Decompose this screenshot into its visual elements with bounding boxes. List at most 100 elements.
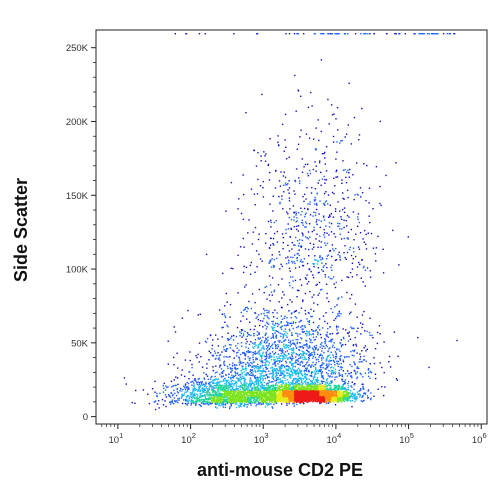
data-point — [304, 313, 307, 315]
data-point — [300, 388, 302, 390]
data-point — [311, 364, 313, 366]
data-point — [361, 314, 364, 316]
data-point — [281, 367, 283, 369]
data-point — [307, 389, 310, 391]
data-point — [294, 262, 296, 265]
data-point — [324, 276, 327, 278]
data-point — [245, 342, 247, 345]
data-point — [329, 347, 331, 349]
data-point — [295, 214, 297, 216]
data-point — [254, 369, 256, 372]
data-point — [169, 401, 171, 403]
data-point — [240, 382, 242, 384]
data-point — [418, 33, 420, 35]
data-point — [266, 311, 268, 314]
data-point — [261, 360, 264, 362]
data-point — [276, 398, 278, 400]
data-point — [270, 389, 272, 391]
data-point — [221, 336, 223, 338]
data-point — [243, 382, 245, 384]
data-point — [283, 171, 285, 173]
data-point — [337, 253, 339, 256]
data-point — [291, 373, 293, 375]
data-point — [184, 383, 187, 385]
data-point — [326, 355, 329, 357]
data-point — [320, 241, 323, 243]
data-point — [326, 255, 328, 257]
data-point — [324, 157, 326, 159]
data-point — [345, 395, 347, 397]
data-point — [223, 313, 225, 315]
data-point — [156, 403, 159, 405]
data-point — [222, 372, 224, 374]
data-point — [249, 377, 252, 379]
data-point — [313, 376, 315, 378]
data-point — [253, 387, 255, 390]
data-point — [297, 230, 299, 232]
data-point — [304, 357, 306, 359]
data-point — [315, 170, 317, 172]
data-point — [272, 377, 275, 379]
data-point — [229, 384, 231, 386]
data-point — [258, 390, 260, 392]
data-point — [329, 360, 332, 362]
data-point — [331, 255, 333, 258]
data-point — [230, 385, 232, 387]
data-point — [303, 402, 305, 405]
data-point — [249, 374, 251, 376]
data-point — [284, 379, 286, 382]
data-point — [360, 33, 362, 35]
data-point — [297, 377, 299, 380]
data-point — [249, 328, 252, 331]
data-point — [166, 386, 168, 389]
data-point — [284, 182, 287, 184]
data-point — [332, 370, 334, 372]
data-point — [293, 362, 295, 365]
data-point — [154, 391, 156, 393]
data-point — [205, 381, 207, 384]
data-point — [283, 191, 285, 193]
data-point — [254, 345, 256, 348]
data-point — [298, 182, 301, 185]
data-point — [314, 370, 316, 372]
data-point — [356, 266, 359, 268]
data-point — [335, 170, 337, 173]
data-point — [338, 373, 340, 375]
data-point — [349, 400, 351, 402]
data-point — [255, 371, 257, 374]
data-point — [337, 33, 339, 35]
data-point — [169, 394, 171, 397]
data-point — [330, 33, 332, 35]
data-point — [233, 350, 235, 353]
data-point — [189, 351, 191, 353]
data-point — [287, 365, 290, 368]
data-point — [350, 326, 352, 328]
data-point — [262, 403, 264, 405]
data-point — [305, 278, 307, 280]
data-point — [174, 384, 176, 387]
data-point — [338, 251, 340, 254]
data-point — [274, 187, 277, 189]
data-point — [337, 360, 340, 363]
data-point — [239, 246, 242, 248]
data-point — [187, 395, 190, 397]
data-point — [359, 187, 362, 189]
data-point — [306, 262, 309, 265]
data-point — [242, 237, 244, 240]
data-point — [286, 332, 289, 335]
data-point — [263, 312, 265, 315]
data-point — [268, 403, 271, 405]
data-point — [244, 353, 246, 356]
data-point — [276, 230, 278, 233]
data-point — [259, 385, 261, 387]
data-point — [268, 393, 270, 395]
data-point — [277, 360, 280, 362]
data-point — [224, 344, 227, 347]
data-point — [324, 242, 326, 244]
data-point — [203, 385, 205, 388]
data-point — [353, 361, 355, 363]
data-point — [421, 33, 423, 35]
data-point — [264, 309, 266, 312]
data-point — [320, 130, 322, 133]
data-point — [336, 176, 339, 178]
